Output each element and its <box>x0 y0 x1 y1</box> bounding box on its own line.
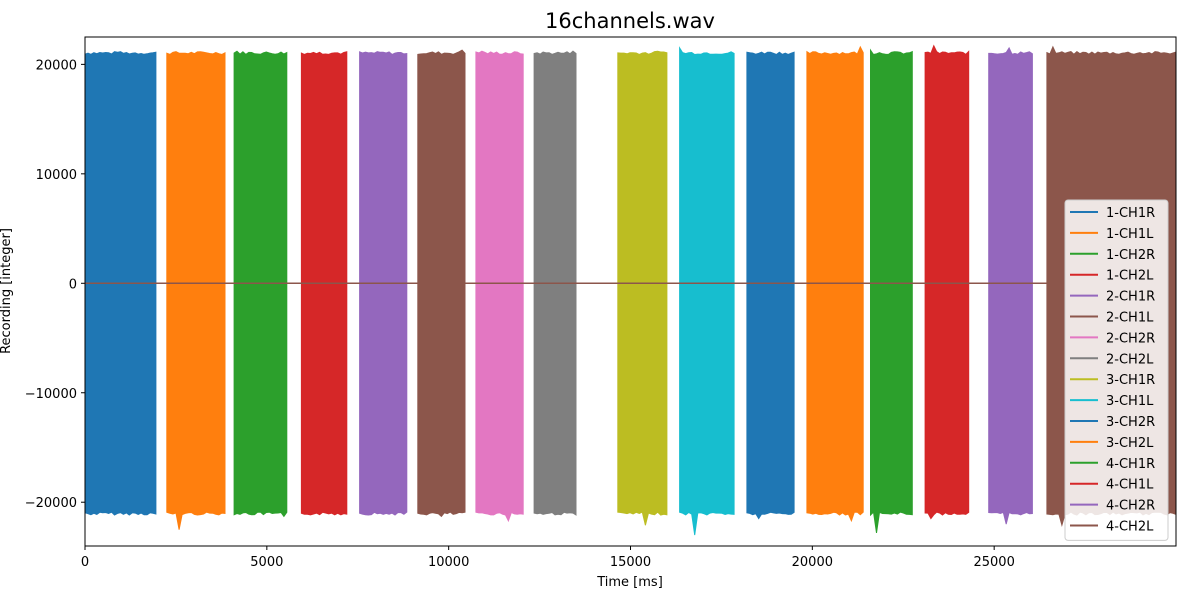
y-tick-label: −20000 <box>25 496 77 511</box>
y-axis-label: Recording [integer] <box>0 228 14 354</box>
burst-4-ch1l <box>924 44 970 520</box>
legend-label: 4-CH1L <box>1106 478 1154 493</box>
legend-label: 2-CH2L <box>1106 352 1154 367</box>
legend-label: 3-CH2L <box>1106 436 1154 451</box>
legend-label: 3-CH1R <box>1106 373 1155 388</box>
legend-label: 2-CH1R <box>1106 290 1155 305</box>
legend-label: 4-CH2R <box>1106 499 1155 514</box>
y-tick-label: 0 <box>69 277 77 292</box>
legend-label: 2-CH2R <box>1106 331 1155 346</box>
burst-1-ch1l <box>166 51 226 530</box>
x-tick-label: 20000 <box>792 555 833 570</box>
burst-3-ch2r <box>746 51 795 520</box>
burst-3-ch1l <box>679 46 735 536</box>
x-axis-label: Time [ms] <box>596 575 663 590</box>
x-tick-label: 0 <box>81 555 89 570</box>
x-tick-label: 5000 <box>250 555 283 570</box>
y-axis: −20000 −10000 0 10000 20000 <box>25 58 85 511</box>
y-tick-label: 10000 <box>36 168 77 183</box>
legend-label: 4-CH2L <box>1106 520 1154 535</box>
burst-4-ch2r <box>988 46 1033 525</box>
burst-3-ch1r <box>617 50 668 526</box>
legend-label: 1-CH2R <box>1106 248 1155 263</box>
legend-label: 1-CH1R <box>1106 206 1155 221</box>
legend-label: 1-CH1L <box>1106 227 1154 242</box>
x-tick-label: 10000 <box>428 555 469 570</box>
x-tick-label: 25000 <box>973 555 1014 570</box>
legend-label: 4-CH1R <box>1106 457 1155 472</box>
chart-title: 16channels.wav <box>545 9 715 33</box>
burst-2-ch2r <box>475 50 524 523</box>
legend-label: 3-CH2R <box>1106 415 1155 430</box>
channel-bursts <box>84 44 1177 536</box>
burst-4-ch1r <box>870 48 913 533</box>
legend: 1-CH1R 1-CH1L 1-CH2R 1-CH2L 2-CH1R 2-CH1L 2-CH… <box>1064 199 1169 541</box>
x-tick-label: 15000 <box>610 555 651 570</box>
legend-label: 1-CH2L <box>1106 269 1154 284</box>
legend-label: 2-CH1L <box>1106 311 1154 326</box>
y-tick-label: −10000 <box>25 387 77 402</box>
x-axis: 0 5000 10000 15000 20000 25000 <box>81 546 1015 570</box>
legend-label: 3-CH1L <box>1106 394 1154 409</box>
y-tick-label: 20000 <box>36 58 77 73</box>
legend-box <box>1064 199 1169 541</box>
